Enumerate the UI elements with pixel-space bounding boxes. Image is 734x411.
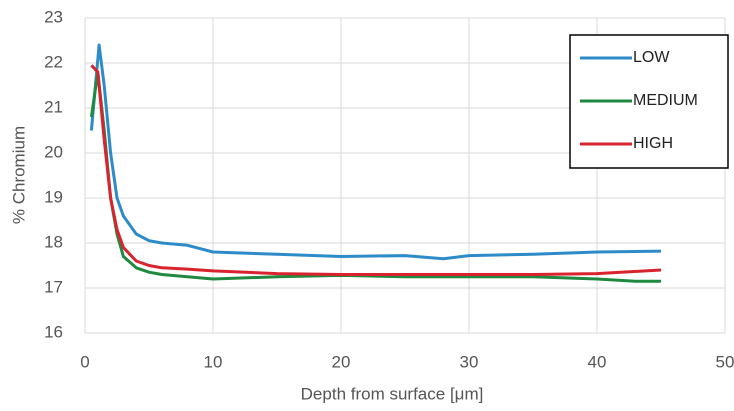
y-tick-label: 16 xyxy=(44,322,63,341)
y-tick-label: 19 xyxy=(44,187,63,206)
legend-label: LOW xyxy=(633,49,670,66)
legend-label: HIGH xyxy=(633,135,673,152)
x-tick-label: 10 xyxy=(204,352,223,371)
x-tick-label: 30 xyxy=(460,352,479,371)
legend-label: MEDIUM xyxy=(633,92,698,109)
x-tick-label: 40 xyxy=(588,352,607,371)
x-tick-label: 50 xyxy=(716,352,734,371)
y-tick-label: 17 xyxy=(44,277,63,296)
chart: Depth from surface [μm] % Chromium 16 17 1… xyxy=(0,0,734,411)
y-tick-label: 23 xyxy=(44,7,63,26)
x-axis-label: Depth from surface [μm] xyxy=(301,384,484,403)
y-tick-label: 18 xyxy=(44,232,63,251)
y-tick-label: 20 xyxy=(44,142,63,161)
x-tick-label: 20 xyxy=(332,352,351,371)
y-tick-label: 22 xyxy=(44,52,63,71)
x-tick-label: 0 xyxy=(80,352,89,371)
y-axis-label: % Chromium xyxy=(9,126,28,224)
y-tick-label: 21 xyxy=(44,97,63,116)
